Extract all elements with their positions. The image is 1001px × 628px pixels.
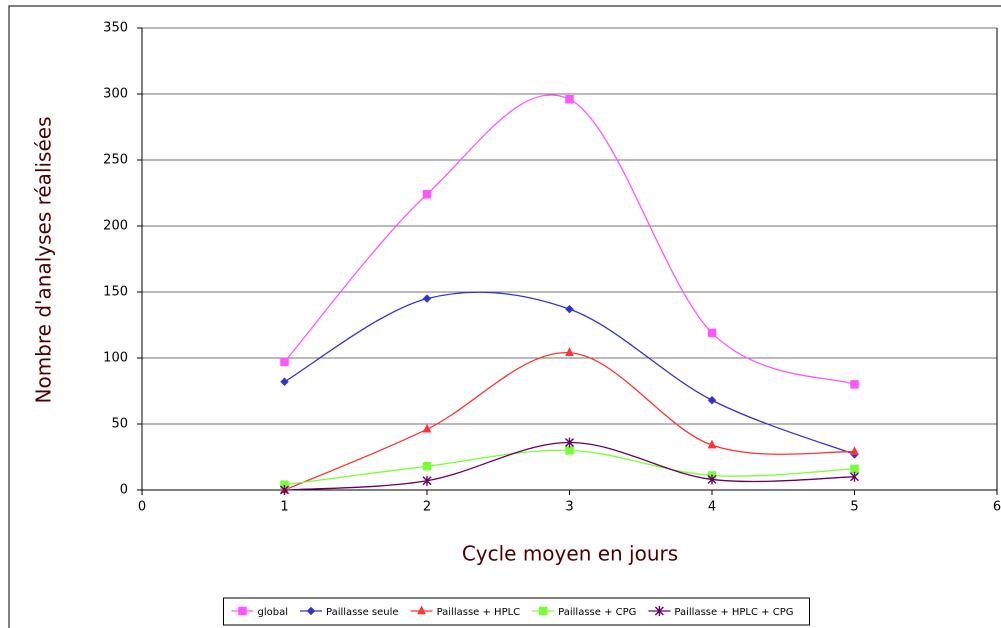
marker <box>565 437 574 448</box>
marker <box>280 485 289 495</box>
y-tick-label: 200 <box>103 219 128 234</box>
y-tick-label: 250 <box>103 153 128 168</box>
y-tick-label: 350 <box>103 21 128 36</box>
x-tick-label: 0 <box>138 500 146 515</box>
y-tick-label: 100 <box>103 351 128 366</box>
marker <box>422 423 432 433</box>
legend-marker <box>306 606 316 616</box>
legend-marker <box>417 605 426 615</box>
marker <box>422 294 432 303</box>
legend-marker <box>538 606 548 616</box>
marker <box>707 474 717 485</box>
legend-label: Paillasse seule <box>326 607 399 618</box>
marker <box>422 461 432 471</box>
marker <box>850 471 859 482</box>
marker <box>565 95 574 104</box>
marker <box>422 475 432 486</box>
marker <box>565 446 574 455</box>
legend-label: global <box>258 607 289 618</box>
x-tick-label: 3 <box>565 500 573 515</box>
marker <box>850 464 859 474</box>
marker <box>707 439 717 449</box>
marker <box>280 377 289 387</box>
y-tick-label: 150 <box>103 285 128 300</box>
y-tick-label: 300 <box>103 87 128 102</box>
marker <box>850 446 859 455</box>
x-axis-title: Cycle moyen en jours <box>462 542 678 566</box>
marker <box>422 190 432 199</box>
chart-frame <box>8 5 1001 628</box>
y-axis-title: Nombre d'analyses réalisées <box>32 116 56 403</box>
y-tick-label: 50 <box>111 417 128 432</box>
legend-label: Paillasse + HPLC <box>437 607 521 618</box>
marker <box>850 380 859 389</box>
x-tick-label: 5 <box>850 500 858 515</box>
legend-marker <box>654 606 664 616</box>
x-tick-label: 2 <box>423 500 431 515</box>
legend-marker <box>238 606 247 616</box>
marker <box>565 347 574 356</box>
marker <box>707 328 717 338</box>
x-tick-label: 4 <box>708 500 716 515</box>
x-tick-label: 1 <box>280 500 288 515</box>
marker <box>565 304 574 314</box>
x-tick-label: 6 <box>993 500 1001 515</box>
marker <box>707 395 717 405</box>
marker <box>280 357 289 367</box>
y-tick-label: 0 <box>120 483 128 498</box>
legend-label: Paillasse + CPG <box>558 607 636 618</box>
legend-label: Paillasse + HPLC + CPG <box>674 607 793 618</box>
